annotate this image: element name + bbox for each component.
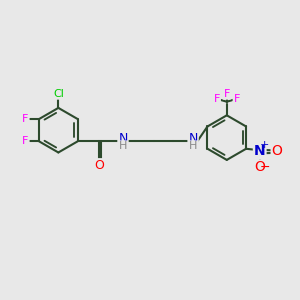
Text: F: F [233,94,240,104]
Text: H: H [119,141,127,151]
Text: Cl: Cl [53,89,64,99]
Text: +: + [260,140,269,150]
Text: F: F [214,94,220,104]
Text: F: F [224,89,230,99]
Text: O: O [272,144,283,158]
Text: H: H [189,141,197,151]
Text: N: N [118,132,128,145]
Text: F: F [22,136,28,146]
Text: O: O [254,160,265,174]
Text: F: F [22,114,28,124]
Text: N: N [188,132,198,145]
Text: O: O [94,159,104,172]
Text: N: N [254,144,266,158]
Text: −: − [260,161,270,174]
